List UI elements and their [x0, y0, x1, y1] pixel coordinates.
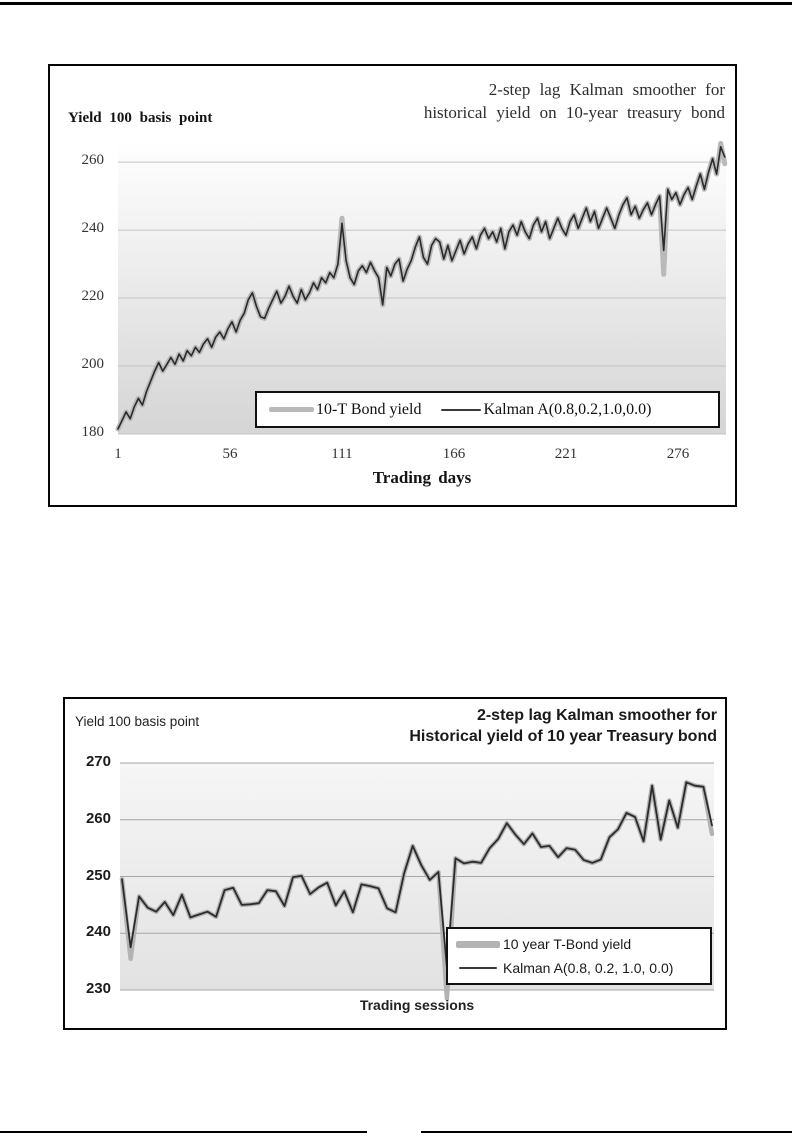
chart-2-legend-row-bond: 10 year T-Bond yield	[448, 936, 710, 952]
y-tick-label: 240	[81, 220, 105, 237]
x-tick-label: 111	[331, 446, 353, 462]
chart-1-x-axis-label: Trading days	[372, 468, 472, 487]
x-tick-label: 276	[666, 446, 690, 462]
x-tick-label: 56	[222, 446, 238, 462]
chart-2-legend: 10 year T-Bond yield Kalman A(0.8, 0.2, …	[446, 927, 712, 985]
chart-1-y-axis-caption: Yield 100 basis point	[68, 110, 213, 126]
footnote-rule-left	[0, 1131, 367, 1133]
legend-line-sample-black	[441, 408, 482, 411]
chart-2-y-axis-caption: Yield 100 basis point	[75, 714, 200, 729]
legend-line-sample-black	[459, 966, 497, 969]
y-tick-label: 250	[85, 866, 111, 884]
y-tick-label: 260	[81, 152, 105, 169]
y-tick-label: 240	[85, 923, 111, 941]
y-tick-label: 200	[81, 356, 105, 373]
chart-2-x-axis-label: Trading sessions	[359, 997, 475, 1013]
chart-2-title-line1: 2-step lag Kalman smoother for	[476, 707, 717, 724]
chart-2-title: 2-step lag Kalman smoother for Historica…	[297, 705, 717, 747]
chart-2-kalman-smoother-trading-sessions: 2-step lag Kalman smoother for Historica…	[63, 697, 727, 1030]
y-tick-label: 180	[81, 424, 105, 440]
chart-1-plot	[115, 140, 728, 435]
y-tick-label: 270	[85, 753, 111, 770]
y-tick-label: 220	[81, 288, 105, 305]
chart-1-title-line2: historical yield on 10-year treasury bon…	[423, 103, 725, 122]
legend-line-sample-gray	[456, 940, 500, 948]
y-tick-label: 230	[85, 980, 111, 997]
chart-2-legend-label-bond: 10 year T-Bond yield	[503, 936, 632, 953]
chart-1-legend: 10-T Bond yield Kalman A(0.8,0.2,1.0,0.0…	[255, 391, 720, 428]
page-top-rule	[0, 2, 792, 5]
footnote-rule-right	[421, 1131, 792, 1133]
legend-line-sample-gray	[269, 407, 314, 412]
y-tick-label: 260	[85, 809, 111, 827]
chart-1-title: 2-step lag Kalman smoother for historica…	[295, 78, 725, 124]
chart-2-legend-label-kalman: Kalman A(0.8, 0.2, 1.0, 0.0)	[503, 959, 674, 976]
chart-1-legend-label-kalman: Kalman A(0.8,0.2,1.0,0.0)	[483, 400, 652, 418]
chart-2-title-line2: Historical yield of 10 year Treasury bon…	[409, 728, 717, 745]
chart-1-title-line1: 2-step lag Kalman smoother for	[488, 80, 725, 99]
chart-1-legend-label-bond: 10-T Bond yield	[316, 400, 422, 418]
x-tick-label: 221	[554, 446, 578, 462]
chart-1-kalman-smoother-trading-days: 2-step lag Kalman smoother for historica…	[48, 64, 737, 507]
x-tick-label: 1	[114, 446, 122, 462]
chart-2-legend-row-kalman: Kalman A(0.8, 0.2, 1.0, 0.0)	[448, 960, 710, 976]
x-tick-label: 166	[442, 446, 466, 462]
